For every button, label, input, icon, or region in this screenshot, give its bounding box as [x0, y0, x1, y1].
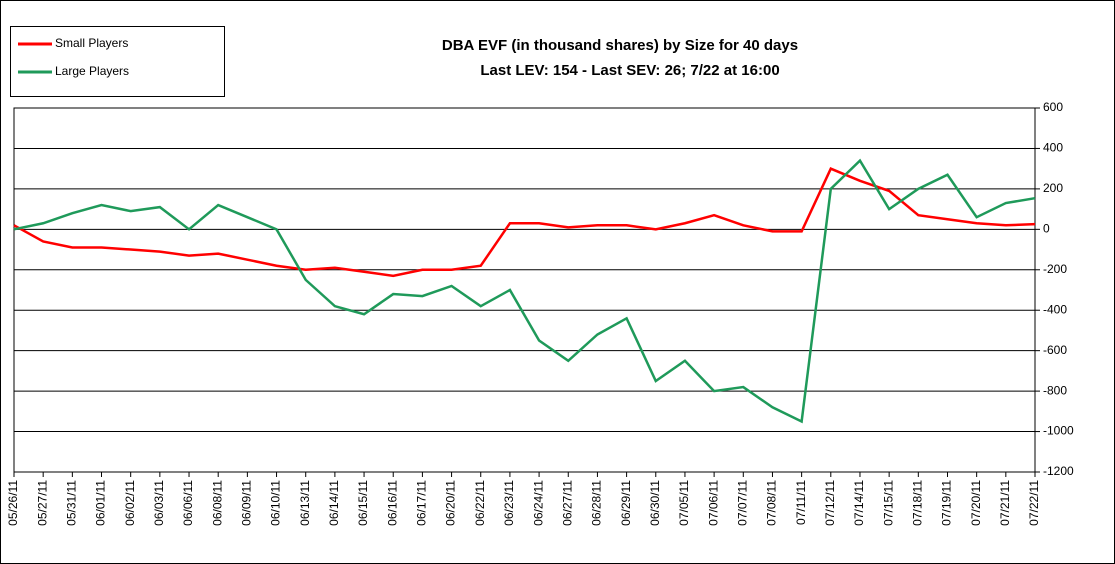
x-tick-label: 05/27/11 [35, 480, 49, 526]
x-tick-label: 06/27/11 [560, 480, 574, 526]
x-tick-label: 07/11/11 [794, 480, 808, 525]
x-tick-label: 07/22/11 [1027, 480, 1041, 526]
x-tick-label: 06/22/11 [473, 480, 487, 526]
legend-box [10, 26, 225, 97]
y-tick-label: -200 [1043, 262, 1067, 276]
x-tick-label: 06/29/11 [619, 480, 633, 526]
y-tick-label: -600 [1043, 343, 1067, 357]
x-tick-label: 06/03/11 [152, 480, 166, 526]
x-tick-label: 06/14/11 [327, 480, 341, 526]
x-tick-label: 07/05/11 [677, 480, 691, 526]
series-line [13, 167, 1036, 278]
chart-title: DBA EVF (in thousand shares) by Size for… [442, 37, 798, 54]
x-tick-label: 07/08/11 [765, 480, 779, 526]
x-tick-label: 06/06/11 [181, 480, 195, 526]
x-tick-label: 06/23/11 [502, 480, 516, 526]
x-tick-label: 07/06/11 [706, 480, 720, 526]
x-tick-label: 06/01/11 [94, 480, 108, 526]
x-tick-label: 06/10/11 [269, 480, 283, 526]
x-tick-label: 06/17/11 [415, 480, 429, 526]
x-tick-label: 06/09/11 [240, 480, 254, 526]
x-tick-label: 06/13/11 [298, 480, 312, 526]
x-tick-label: 07/18/11 [910, 480, 924, 526]
x-tick-label: 06/20/11 [444, 480, 458, 526]
x-tick-label: 06/30/11 [648, 480, 662, 526]
y-tick-label: -1200 [1043, 464, 1074, 478]
x-tick-label: 06/24/11 [531, 480, 545, 526]
x-tick-label: 06/08/11 [210, 480, 224, 526]
y-tick-label: -400 [1043, 302, 1067, 316]
series-line [13, 158, 1036, 424]
y-tick-label: 400 [1043, 141, 1063, 155]
x-tick-label: 06/02/11 [123, 480, 137, 526]
chart-subtitle: Last LEV: 154 - Last SEV: 26; 7/22 at 16… [480, 62, 779, 79]
x-tick-label: 07/15/11 [881, 480, 895, 526]
x-tick-label: 07/19/11 [940, 480, 954, 526]
legend-label: Large Players [55, 64, 129, 78]
x-tick-label: 07/20/11 [969, 480, 983, 526]
y-tick-label: 600 [1043, 100, 1063, 114]
y-tick-label: 200 [1043, 181, 1063, 195]
legend-label: Small Players [55, 36, 128, 50]
y-tick-label: -800 [1043, 383, 1067, 397]
y-tick-label: -1000 [1043, 424, 1074, 438]
x-tick-label: 06/16/11 [385, 480, 399, 526]
x-tick-label: 06/15/11 [356, 480, 370, 526]
x-tick-label: 05/31/11 [65, 480, 79, 526]
x-tick-label: 07/14/11 [852, 480, 866, 526]
x-tick-label: 06/28/11 [590, 480, 604, 526]
x-tick-label: 07/21/11 [998, 480, 1012, 526]
x-tick-label: 07/12/11 [823, 480, 837, 526]
x-tick-label: 05/26/11 [6, 480, 20, 526]
x-tick-label: 07/07/11 [735, 480, 749, 526]
y-tick-label: 0 [1043, 222, 1050, 236]
